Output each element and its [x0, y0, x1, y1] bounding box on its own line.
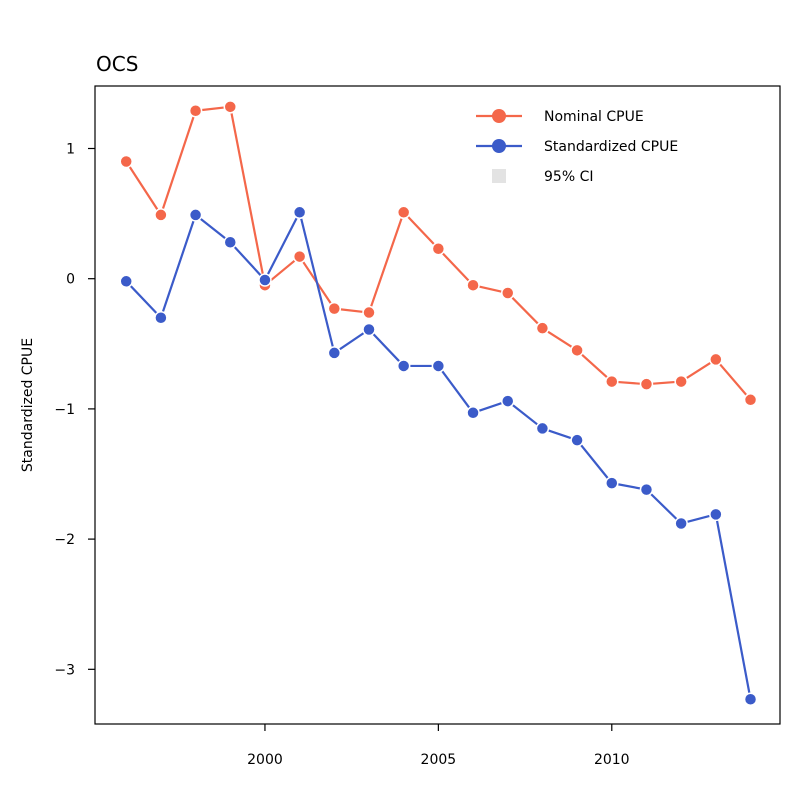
data-point	[639, 377, 654, 391]
data-point	[709, 507, 723, 522]
data-point	[119, 154, 133, 169]
data-point	[605, 374, 619, 389]
data-point	[674, 516, 688, 531]
data-point	[570, 433, 584, 447]
legend-item-ci: 95% CI	[492, 169, 593, 185]
data-point	[362, 305, 376, 320]
data-point	[500, 286, 515, 300]
legend-label: 95% CI	[544, 169, 593, 185]
legend-marker	[492, 109, 506, 123]
data-point	[188, 103, 203, 118]
series-standardized-cpue	[119, 205, 758, 707]
chart-title: OCS	[96, 52, 139, 76]
y-axis: −3 −2 −1 0 1	[54, 141, 95, 678]
y-tick-label: 0	[66, 272, 75, 288]
data-point	[119, 274, 133, 289]
legend-label: Nominal CPUE	[544, 109, 644, 125]
data-point	[570, 343, 584, 358]
y-tick-label: −2	[54, 532, 75, 548]
data-point	[327, 301, 342, 316]
data-point	[535, 321, 550, 335]
x-tick-label: 2005	[421, 752, 457, 768]
y-tick-label: −3	[54, 662, 75, 678]
data-point	[674, 374, 688, 389]
data-point	[154, 208, 168, 222]
legend-label: Standardized CPUE	[544, 139, 678, 155]
data-point	[223, 100, 238, 114]
data-point	[188, 208, 203, 222]
data-point	[639, 482, 654, 497]
legend-item: Nominal CPUE	[476, 109, 644, 125]
data-point	[396, 359, 411, 373]
data-point	[292, 249, 307, 264]
x-tick-label: 2000	[247, 752, 283, 768]
data-point	[743, 393, 758, 407]
data-point	[327, 346, 342, 360]
data-point	[292, 205, 307, 220]
series-layer	[119, 100, 758, 707]
x-axis: 2000 2005 2010	[247, 724, 630, 768]
legend-item: Standardized CPUE	[476, 139, 678, 155]
data-point	[743, 692, 758, 707]
legend-marker	[492, 139, 506, 153]
plot-frame	[94, 85, 781, 725]
data-point	[466, 278, 480, 292]
legend: Nominal CPUE Standardized CPUE 95% CI	[476, 109, 678, 185]
data-point	[605, 476, 619, 490]
data-point	[500, 394, 515, 408]
data-point	[396, 205, 411, 220]
data-point	[431, 242, 446, 256]
series-line	[125, 211, 752, 700]
data-point	[466, 406, 480, 420]
x-tick-label: 2010	[594, 752, 630, 768]
data-point	[362, 322, 376, 337]
data-point	[258, 273, 272, 287]
data-point	[223, 235, 238, 249]
data-point	[154, 311, 168, 325]
data-point	[709, 352, 723, 367]
legend-ci-swatch	[492, 169, 506, 183]
y-tick-label: 1	[66, 141, 75, 157]
y-tick-label: −1	[54, 402, 75, 418]
data-point	[431, 359, 446, 373]
data-point	[535, 421, 550, 436]
